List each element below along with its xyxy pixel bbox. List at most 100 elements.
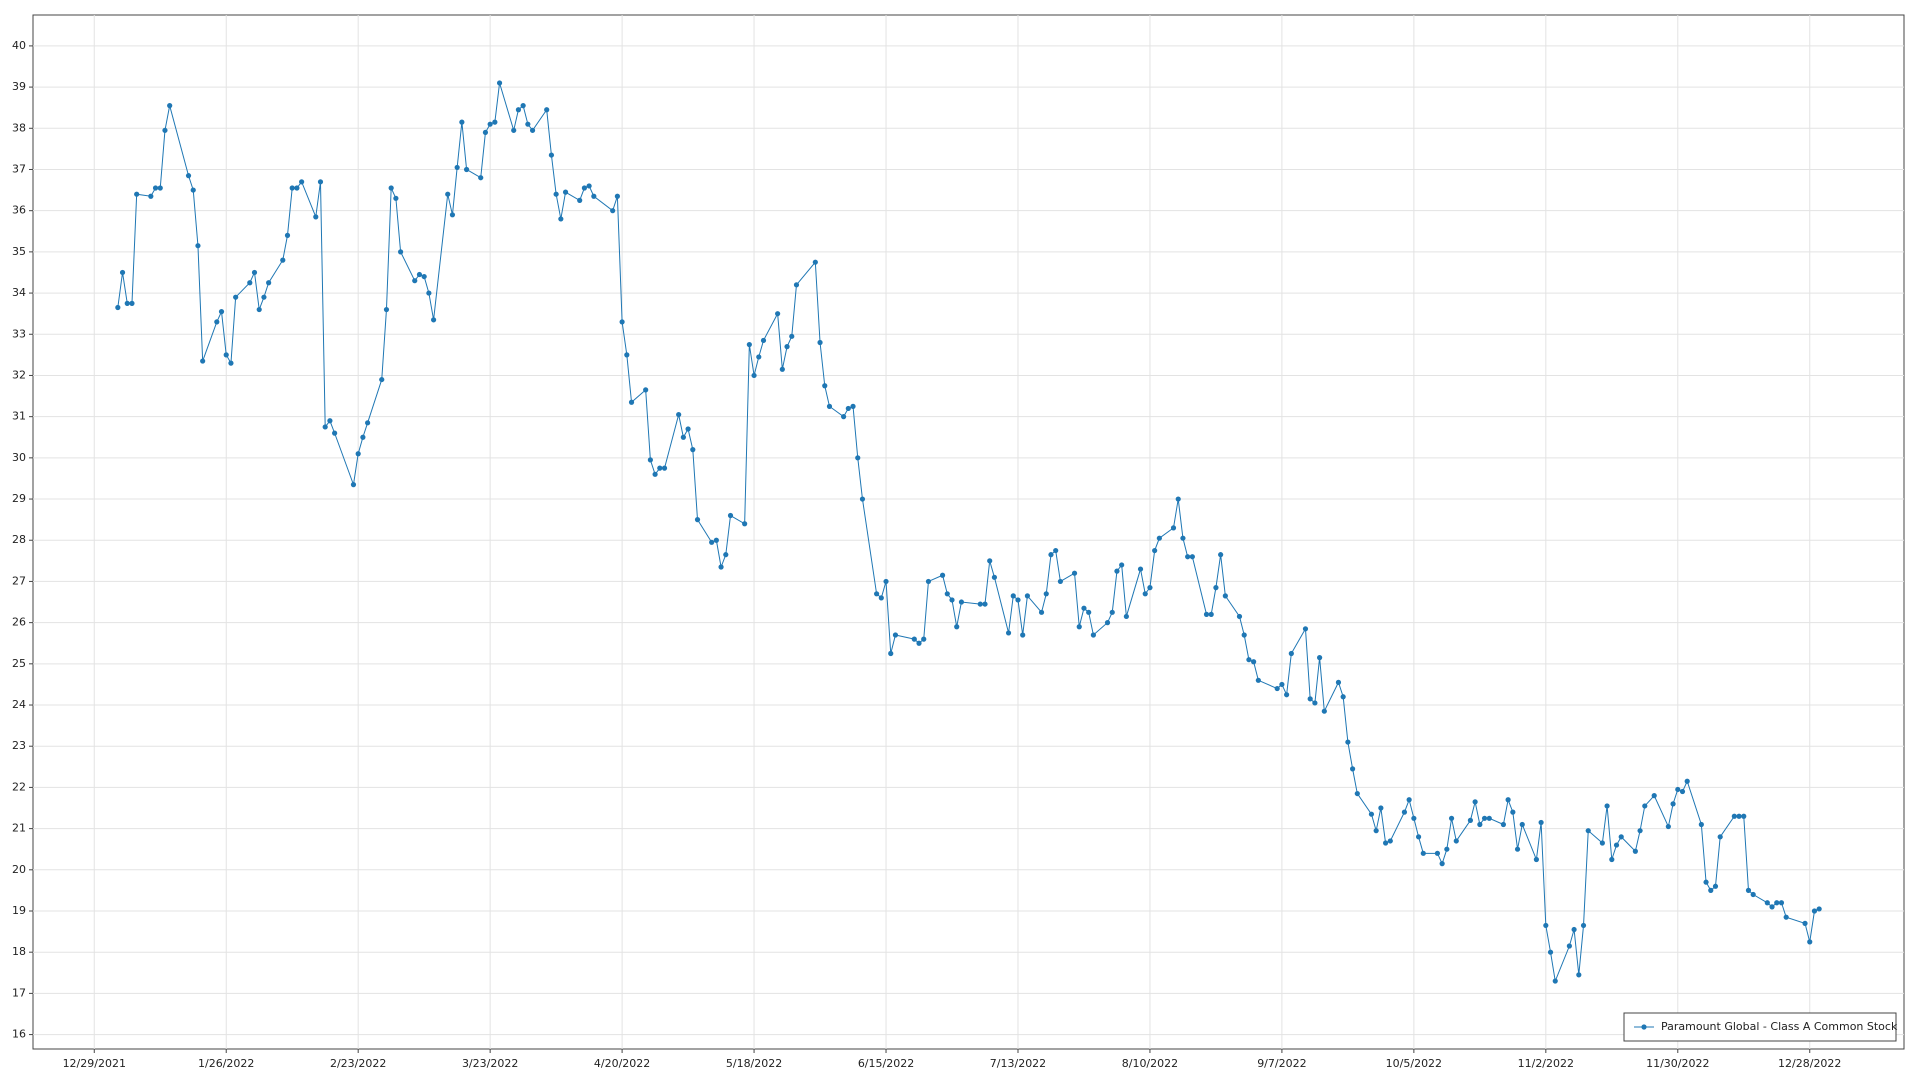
grid bbox=[33, 15, 1904, 1049]
data-point bbox=[921, 636, 927, 642]
data-point bbox=[251, 269, 258, 276]
data-point bbox=[987, 558, 993, 564]
y-tick-label: 36 bbox=[12, 204, 26, 217]
legend-label: Paramount Global - Class A Common Stock bbox=[1661, 1020, 1898, 1033]
y-tick-label: 26 bbox=[12, 616, 26, 629]
data-point bbox=[709, 539, 715, 545]
data-point bbox=[991, 574, 998, 580]
data-point bbox=[218, 309, 225, 315]
data-point bbox=[157, 185, 163, 191]
data-point bbox=[614, 193, 620, 199]
data-point bbox=[647, 457, 653, 463]
data-point bbox=[1024, 593, 1031, 599]
data-point bbox=[657, 465, 663, 471]
data-point bbox=[1769, 904, 1775, 910]
data-point bbox=[1401, 809, 1408, 815]
data-point bbox=[1349, 766, 1356, 772]
data-point bbox=[1613, 842, 1620, 848]
data-point bbox=[449, 212, 456, 218]
y-tick-label: 17 bbox=[12, 986, 26, 999]
data-point bbox=[1467, 817, 1474, 823]
data-point bbox=[1750, 891, 1756, 898]
data-point bbox=[1448, 815, 1455, 821]
x-tick-label: 10/5/2022 bbox=[1386, 1057, 1442, 1070]
data-point bbox=[1251, 659, 1257, 665]
data-point bbox=[115, 304, 121, 311]
data-point bbox=[134, 191, 140, 197]
data-point bbox=[652, 471, 658, 477]
data-point bbox=[360, 434, 366, 440]
data-point bbox=[228, 360, 234, 366]
data-point bbox=[1477, 821, 1483, 828]
data-point bbox=[1378, 805, 1384, 811]
data-point bbox=[1236, 613, 1243, 620]
data-point bbox=[817, 339, 823, 346]
data-point bbox=[1637, 828, 1643, 834]
data-point bbox=[727, 512, 734, 519]
data-point bbox=[1505, 797, 1511, 803]
data-point bbox=[1010, 593, 1016, 599]
data-point bbox=[247, 280, 253, 286]
data-point bbox=[148, 193, 154, 199]
data-point bbox=[1651, 793, 1657, 799]
y-tick-label: 29 bbox=[12, 492, 26, 505]
data-point bbox=[1387, 838, 1393, 844]
data-point bbox=[1340, 694, 1346, 700]
data-point bbox=[463, 166, 470, 173]
data-point bbox=[280, 257, 286, 263]
data-point bbox=[124, 300, 130, 306]
data-point bbox=[892, 632, 899, 638]
data-point bbox=[628, 399, 635, 405]
data-point bbox=[1816, 906, 1822, 912]
x-tick-label: 9/7/2022 bbox=[1257, 1057, 1306, 1070]
data-point bbox=[1684, 778, 1690, 784]
data-point bbox=[152, 185, 159, 191]
data-point bbox=[1354, 790, 1360, 797]
x-tick-label: 12/28/2022 bbox=[1778, 1057, 1841, 1070]
data-point bbox=[751, 372, 757, 379]
data-point bbox=[266, 280, 272, 286]
data-point bbox=[1180, 535, 1186, 541]
data-point bbox=[294, 185, 300, 191]
data-point bbox=[1783, 914, 1789, 920]
data-point bbox=[756, 354, 762, 360]
data-point bbox=[850, 403, 856, 409]
data-point bbox=[1547, 949, 1554, 955]
data-point bbox=[322, 424, 328, 430]
data-point bbox=[1764, 900, 1770, 906]
data-point bbox=[548, 152, 555, 158]
data-point bbox=[214, 319, 220, 325]
data-point bbox=[129, 300, 135, 306]
data-point bbox=[1774, 900, 1780, 906]
y-tick-label: 40 bbox=[12, 39, 26, 52]
data-point bbox=[883, 578, 889, 585]
data-point bbox=[1090, 632, 1096, 638]
data-point bbox=[718, 564, 724, 570]
data-point bbox=[1222, 593, 1228, 599]
data-point bbox=[746, 341, 752, 348]
x-tick-label: 4/20/2022 bbox=[594, 1057, 650, 1070]
data-point bbox=[562, 189, 569, 195]
data-point bbox=[1175, 496, 1181, 502]
data-point bbox=[1302, 626, 1309, 632]
data-point bbox=[1288, 650, 1294, 657]
data-point bbox=[1015, 597, 1021, 603]
data-point bbox=[977, 601, 983, 607]
data-point bbox=[1510, 809, 1516, 815]
x-tick-label: 12/29/2021 bbox=[63, 1057, 126, 1070]
data-point bbox=[1406, 797, 1412, 803]
y-tick-label: 34 bbox=[12, 286, 26, 299]
plot-area bbox=[32, 14, 1905, 1050]
data-point bbox=[1317, 655, 1323, 661]
data-point bbox=[958, 599, 965, 605]
data-point bbox=[1038, 609, 1045, 615]
data-point bbox=[1566, 943, 1572, 949]
y-tick-label: 20 bbox=[12, 863, 26, 876]
x-tick-label: 6/15/2022 bbox=[858, 1057, 914, 1070]
data-point bbox=[1086, 609, 1092, 615]
data-point bbox=[421, 273, 427, 280]
x-tick-label: 11/30/2022 bbox=[1646, 1057, 1709, 1070]
data-point bbox=[723, 552, 729, 558]
